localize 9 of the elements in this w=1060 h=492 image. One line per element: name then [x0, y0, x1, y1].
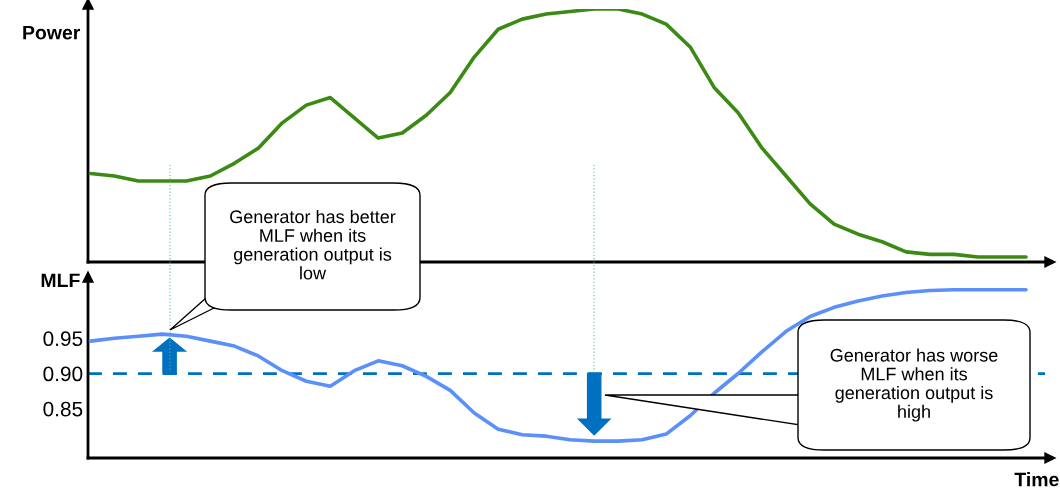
y-tick-label: 0.95	[43, 331, 83, 347]
y-axis-title: MLF	[41, 273, 80, 288]
annotation: Generator has worse MLF when its generation output is high	[830, 348, 998, 422]
x-axis-title: Time	[1014, 472, 1059, 487]
line-series	[88, 287, 1028, 443]
y-axis-title: Power	[23, 25, 81, 40]
annotation: Generator has better MLF when its generation output is low	[230, 209, 396, 280]
y-tick-label: 0.90	[43, 366, 83, 382]
y-tick-label: 0.85	[43, 401, 83, 417]
